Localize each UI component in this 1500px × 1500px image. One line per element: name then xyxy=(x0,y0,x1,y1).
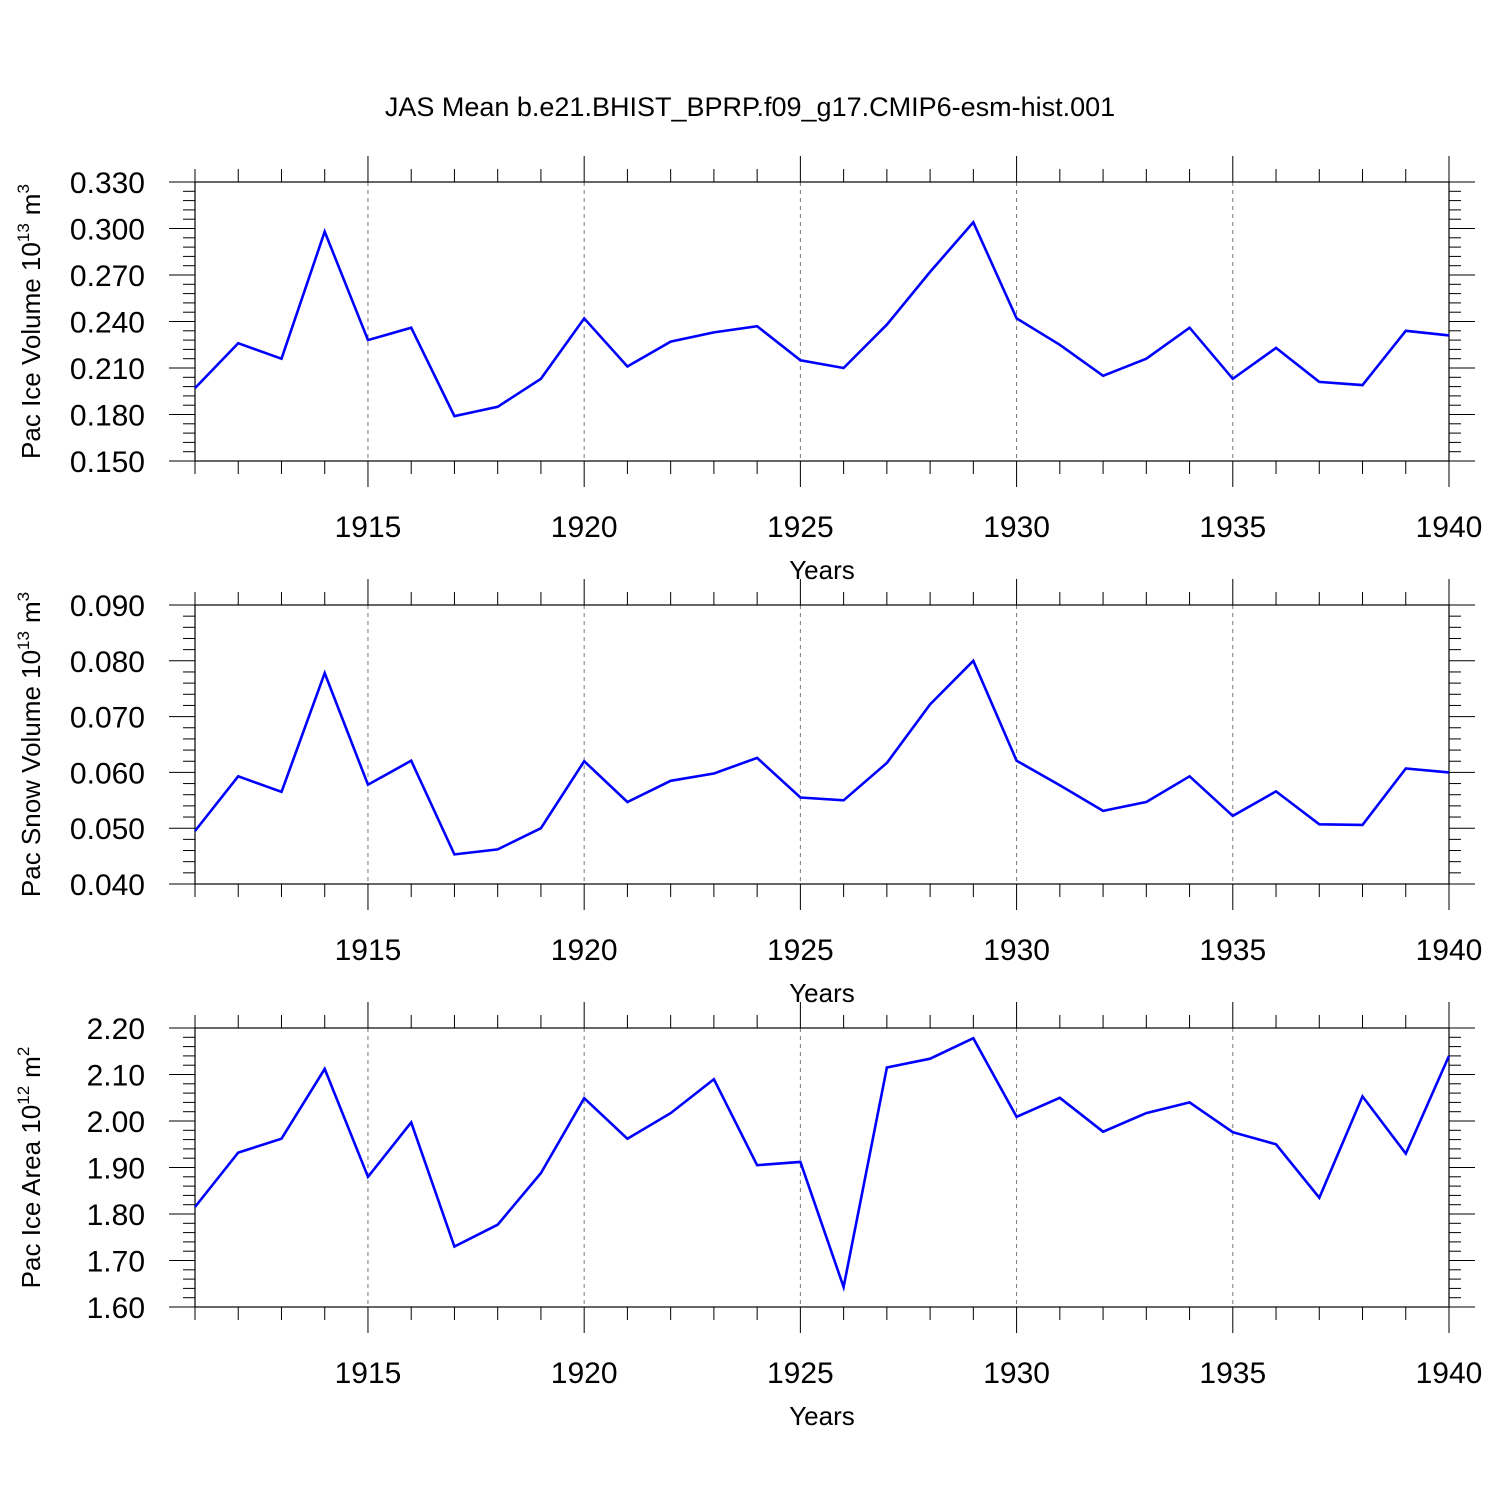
x-tick-label: 1935 xyxy=(1199,934,1266,967)
panel-1: 0.150 0.180 0.210 0.240 0.270 0.300 0.330 1915 1… xyxy=(14,156,1482,585)
x-tick-label: 1925 xyxy=(767,1357,834,1390)
y-tick-label: 0.270 xyxy=(70,260,145,293)
y-axis-label: Pac Ice Volume 1013 m3 xyxy=(14,184,46,459)
x-axis-label: Years xyxy=(789,978,855,1008)
y-tick-label: 0.050 xyxy=(70,813,145,846)
x-tick-label: 1935 xyxy=(1199,1357,1266,1390)
y-tick-label: 0.080 xyxy=(70,646,145,679)
x-tick-label: 1915 xyxy=(335,934,402,967)
y-axis-label-unit: m xyxy=(16,601,46,623)
x-tick-label: 1925 xyxy=(767,511,834,544)
x-tick-label: 1930 xyxy=(983,1357,1050,1390)
y-axis-label-text: Pac Snow Volume 10 xyxy=(16,650,46,897)
y-tick-label: 1.90 xyxy=(87,1153,145,1186)
x-axis-label: Years xyxy=(789,1401,855,1431)
y-tick-label: 2.00 xyxy=(87,1106,145,1139)
y-axis-label-exponent: 13 xyxy=(14,223,33,242)
y-axis-label-unit-exponent: 3 xyxy=(14,184,33,193)
plot-frame xyxy=(194,1027,1450,1308)
x-tick-label: 1940 xyxy=(1416,934,1483,967)
y-tick-label: 0.090 xyxy=(70,590,145,623)
y-axis-label-text: Pac Ice Volume 10 xyxy=(16,242,46,459)
y-axis-label-unit: m xyxy=(16,1056,46,1078)
series-line-1 xyxy=(194,219,1450,418)
y-tick-label: 1.80 xyxy=(87,1199,145,1232)
y-tick-label: 0.330 xyxy=(70,167,145,200)
y-tick-label: 2.10 xyxy=(87,1060,145,1093)
x-tick-label: 1940 xyxy=(1416,1357,1483,1390)
y-tick-label: 1.60 xyxy=(87,1292,145,1325)
y-axis-label: Pac Ice Area 1012 m2 xyxy=(14,1047,46,1289)
panel-3: 1.60 1.70 1.80 1.90 2.00 2.10 2.20 1915 1920 1925… xyxy=(14,1002,1482,1431)
plot-frame xyxy=(194,181,1450,462)
panel-2: 0.040 0.050 0.060 0.070 0.080 0.090 1915 1920 19… xyxy=(14,579,1482,1008)
y-axis-label-unit: m xyxy=(16,194,46,216)
y-tick-label: 0.040 xyxy=(70,869,145,902)
x-tick-label: 1920 xyxy=(551,934,618,967)
x-tick-label: 1920 xyxy=(551,511,618,544)
y-tick-label: 0.150 xyxy=(70,446,145,479)
x-tick-label: 1915 xyxy=(335,1357,402,1390)
y-axis-label-text: Pac Ice Area 10 xyxy=(16,1105,46,1289)
y-tick-label: 0.240 xyxy=(70,307,145,340)
y-tick-label: 1.70 xyxy=(87,1246,145,1279)
y-tick-label: 0.070 xyxy=(70,702,145,735)
series-line-2 xyxy=(193,658,1450,856)
series-line-3 xyxy=(193,1036,1451,1292)
x-axis-label: Years xyxy=(789,555,855,585)
x-tick-label: 1940 xyxy=(1416,511,1483,544)
x-tick-label: 1925 xyxy=(767,934,834,967)
y-tick-label: 0.060 xyxy=(70,757,145,790)
y-axis-label-exponent: 13 xyxy=(14,631,33,650)
y-axis-label-exponent: 12 xyxy=(14,1086,33,1105)
y-axis-label-unit-exponent: 2 xyxy=(14,1047,33,1056)
x-tick-label: 1935 xyxy=(1199,511,1266,544)
y-tick-label: 0.180 xyxy=(70,400,145,433)
x-tick-label: 1930 xyxy=(983,934,1050,967)
y-tick-label: 0.210 xyxy=(70,353,145,386)
y-axis-label: Pac Snow Volume 1013 m3 xyxy=(14,592,46,897)
plot-frame xyxy=(194,604,1450,885)
y-tick-label: 2.20 xyxy=(87,1013,145,1046)
y-tick-label: 0.300 xyxy=(70,214,145,247)
x-tick-label: 1920 xyxy=(551,1357,618,1390)
y-axis-label-unit-exponent: 3 xyxy=(14,592,33,601)
chart-title: JAS Mean b.e21.BHIST_BPRP.f09_g17.CMIP6-… xyxy=(384,92,1116,122)
x-tick-label: 1915 xyxy=(335,511,402,544)
x-tick-label: 1930 xyxy=(983,511,1050,544)
